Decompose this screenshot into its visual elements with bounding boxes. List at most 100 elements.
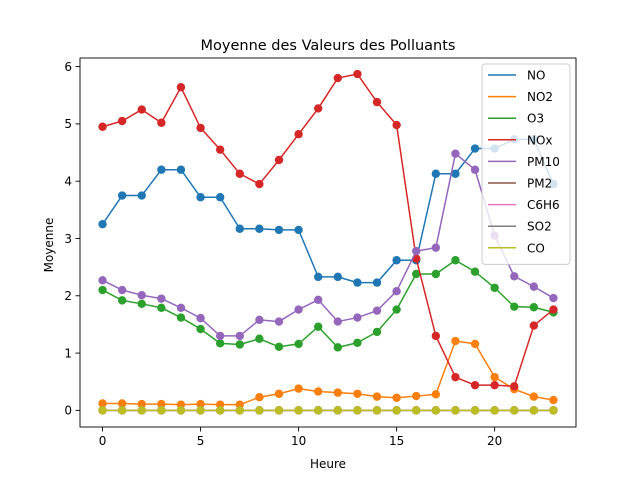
data-point-pm10 (333, 317, 342, 326)
data-point-no (431, 169, 441, 178)
x-axis-label: Heure (310, 457, 346, 471)
data-point-pm10 (274, 317, 284, 326)
data-point-pm10 (392, 287, 401, 296)
data-point-no2 (314, 387, 323, 396)
data-point-co (274, 406, 284, 415)
data-point-no2 (274, 389, 284, 398)
data-point-no2 (549, 395, 558, 405)
data-point-nox (353, 69, 362, 79)
data-point-no (451, 169, 460, 178)
legend-label-o3: O3 (527, 112, 544, 126)
data-point-o3 (196, 324, 205, 334)
data-point-no2 (137, 399, 146, 409)
data-point-co (157, 406, 166, 415)
legend: NO NO2 O3 NOx PM10 PM2 C6H6 SO2 CO (481, 63, 571, 265)
data-point-nox (529, 321, 539, 330)
data-point-co (255, 406, 264, 415)
legend-label-no2: NO2 (527, 90, 553, 104)
data-point-co (294, 406, 303, 415)
x-tick-label: 20 (487, 434, 502, 448)
data-point-no2 (470, 339, 480, 349)
data-point-no (392, 256, 401, 265)
data-point-no (333, 272, 342, 282)
data-point-o3 (412, 269, 421, 279)
data-point-nox (137, 105, 146, 114)
data-point-no2 (529, 392, 539, 401)
data-point-o3 (137, 299, 146, 309)
y-tick-label: 5 (64, 117, 72, 131)
data-point-o3 (235, 340, 244, 349)
data-point-o3 (255, 334, 264, 343)
data-point-nox (431, 331, 441, 341)
legend-label-co: CO (527, 241, 545, 255)
x-tick-label: 5 (197, 434, 205, 448)
data-point-o3 (157, 303, 166, 313)
data-point-co (353, 406, 362, 415)
data-point-no (176, 165, 186, 174)
data-point-o3 (353, 338, 362, 347)
data-point-co (215, 406, 225, 415)
data-point-co (412, 406, 421, 415)
data-point-nox (392, 120, 401, 130)
data-point-co (235, 406, 244, 415)
data-point-no (196, 193, 205, 202)
series-no2 (98, 336, 558, 409)
data-point-nox (196, 123, 205, 133)
data-point-pm10 (157, 294, 166, 303)
data-point-pm10 (294, 305, 303, 314)
data-point-pm10 (510, 272, 519, 281)
y-tick-label: 0 (64, 404, 72, 418)
data-point-o3 (274, 342, 284, 351)
data-point-nox (372, 97, 382, 107)
legend-label-nox: NOx (527, 133, 553, 147)
series-nox (98, 69, 558, 391)
data-point-no2 (490, 372, 499, 382)
data-point-o3 (490, 283, 499, 292)
data-point-nox (274, 155, 284, 165)
data-point-pm10 (255, 315, 264, 325)
legend-label-c6h6: C6H6 (527, 198, 560, 212)
data-point-co (529, 406, 539, 415)
data-point-nox (215, 145, 225, 154)
data-point-no (255, 224, 264, 233)
data-point-o3 (117, 296, 127, 305)
series-o3 (98, 256, 558, 352)
data-point-pm10 (235, 331, 244, 341)
data-point-o3 (314, 322, 323, 331)
data-point-nox (333, 73, 342, 83)
data-point-no (353, 278, 362, 287)
data-point-o3 (431, 269, 441, 279)
data-point-pm10 (431, 243, 441, 252)
data-point-pm10 (196, 313, 205, 323)
data-point-no2 (333, 388, 342, 397)
data-point-nox (470, 380, 480, 390)
data-point-nox (98, 122, 107, 131)
legend-label-pm2: PM2 (527, 177, 552, 191)
data-point-pm10 (176, 303, 186, 313)
data-point-nox (176, 83, 186, 92)
data-point-pm10 (412, 246, 421, 256)
series-pm10 (98, 149, 558, 341)
data-point-no2 (98, 399, 107, 408)
data-point-pm10 (529, 282, 539, 291)
y-tick-label: 3 (64, 232, 72, 246)
series-co (98, 406, 558, 415)
legend-label-pm10: PM10 (527, 155, 560, 169)
data-point-o3 (98, 285, 107, 295)
data-point-no2 (353, 389, 362, 398)
data-point-no2 (392, 393, 401, 402)
legend-box (481, 63, 571, 265)
y-tick-label: 1 (64, 346, 72, 360)
data-point-no2 (117, 399, 127, 408)
y-tick-label: 2 (64, 289, 72, 303)
data-point-pm10 (117, 285, 127, 295)
data-point-co (510, 406, 519, 415)
data-point-co (372, 406, 382, 415)
data-point-nox (451, 372, 460, 382)
data-point-no2 (451, 336, 460, 346)
data-point-nox (255, 179, 264, 189)
data-point-no (470, 144, 480, 153)
data-point-pm10 (372, 306, 382, 315)
data-point-no2 (412, 391, 421, 401)
legend-label-no: NO (527, 69, 545, 83)
